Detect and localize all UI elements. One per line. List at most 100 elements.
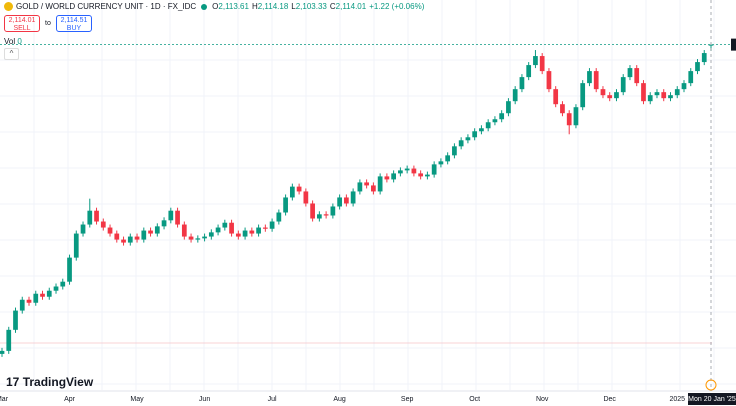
candle-body: [506, 101, 511, 114]
buy-price: 2,114.51: [60, 17, 88, 24]
candle-body: [33, 293, 39, 303]
candle-body: [688, 71, 694, 84]
logo: 17 TradingView: [6, 375, 93, 389]
to-label: to: [45, 20, 51, 27]
symbol-icon: [4, 2, 13, 11]
candle-body: [188, 236, 194, 240]
candle-body: [67, 257, 72, 282]
candle-body: [80, 224, 86, 234]
candle-body: [641, 83, 646, 102]
candle-body: [141, 230, 147, 240]
candle-body: [377, 176, 383, 192]
candle-body: [202, 236, 207, 239]
x-tick-label: Mar: [0, 396, 9, 403]
candle-body: [344, 197, 349, 204]
logo-text: TradingView: [22, 375, 94, 389]
candle-body: [431, 164, 437, 175]
buy-label: BUY: [66, 25, 82, 32]
o-value: 2,113.61: [218, 2, 249, 11]
candle-body: [566, 113, 572, 126]
candle-body: [310, 203, 315, 219]
candle-body: [121, 239, 126, 243]
vol-value: 0: [17, 37, 22, 46]
candle-body: [323, 214, 329, 216]
sell-label: SELL: [13, 25, 31, 32]
candle-body: [208, 232, 214, 237]
x-tick-label: Jul: [268, 396, 277, 403]
candle-body: [587, 71, 592, 84]
candle-body: [512, 89, 518, 102]
candle-body: [269, 221, 275, 229]
candle-body: [681, 83, 687, 90]
candle-body: [13, 310, 18, 330]
candle-body: [661, 92, 667, 99]
sell-button[interactable]: 2,114.01 SELL: [4, 15, 40, 32]
crosshair-tag: [688, 393, 736, 405]
candle-body: [283, 197, 288, 213]
candle-body: [289, 186, 295, 198]
candle-body: [634, 68, 640, 84]
candle-body: [181, 224, 187, 237]
candle-body: [303, 191, 309, 204]
sell-price: 2,114.01: [8, 17, 36, 24]
logo-mark: 17: [6, 375, 23, 389]
candle-body: [620, 77, 626, 93]
candle-body: [350, 191, 356, 204]
candle-body: [168, 210, 174, 221]
candle-body: [330, 206, 336, 216]
candle-body: [533, 56, 538, 66]
candle-body: [418, 173, 424, 177]
candle-body: [458, 140, 464, 147]
candle-body: [411, 168, 417, 174]
candle-body: [87, 210, 93, 225]
candle-body: [26, 299, 32, 303]
candle-body: [708, 44, 714, 46]
h-value: 2,114.18: [257, 2, 289, 11]
candle-body: [438, 161, 444, 165]
volume: Vol 0: [4, 37, 22, 46]
candle-body: [134, 236, 140, 240]
x-tick-label: Nov: [536, 396, 549, 403]
candle-body: [492, 119, 498, 123]
candle-body: [701, 53, 707, 63]
l-value: 2,103.33: [295, 2, 327, 11]
x-tick-label: Sep: [401, 396, 414, 403]
candle-body: [593, 71, 599, 90]
candle-body: [526, 65, 532, 78]
candle-body: [546, 71, 552, 90]
candle-body: [235, 233, 241, 237]
candle-body: [614, 92, 619, 99]
o-label: O: [212, 2, 219, 11]
candle-body: [391, 173, 397, 180]
candle-body: [94, 210, 99, 222]
symbol[interactable]: GOLD / WORLD CURRENCY UNIT · 1D · FX_IDC: [16, 2, 197, 11]
buy-button[interactable]: 2,114.51 BUY: [56, 15, 92, 32]
candle-body: [46, 290, 52, 297]
candle-body: [674, 89, 680, 96]
candle-body: [580, 83, 586, 108]
candle-body: [40, 293, 45, 297]
candle-body: [553, 89, 559, 105]
candle-body: [465, 137, 471, 141]
candle-body: [100, 221, 106, 228]
candle-body: [316, 214, 322, 219]
x-tick-label: May: [130, 396, 144, 403]
candle-body: [398, 170, 403, 174]
candle-body: [668, 95, 673, 99]
candle-body: [600, 89, 606, 96]
x-tick-label: Oct: [469, 396, 480, 403]
candle-body: [425, 174, 430, 177]
x-tick-label: Jun: [199, 396, 210, 403]
l-label: L: [291, 2, 296, 11]
x-tick-label: Apr: [64, 396, 76, 403]
x-tick-label: Aug: [333, 396, 346, 403]
candle-body: [148, 230, 153, 234]
x-tick-label: Dec: [603, 396, 616, 403]
candle-body: [560, 104, 565, 114]
candle-body: [654, 92, 660, 96]
candle-body: [107, 227, 113, 234]
candle-body: [276, 212, 282, 222]
collapse-button[interactable]: ^: [4, 48, 19, 60]
candle-body: [404, 168, 410, 171]
